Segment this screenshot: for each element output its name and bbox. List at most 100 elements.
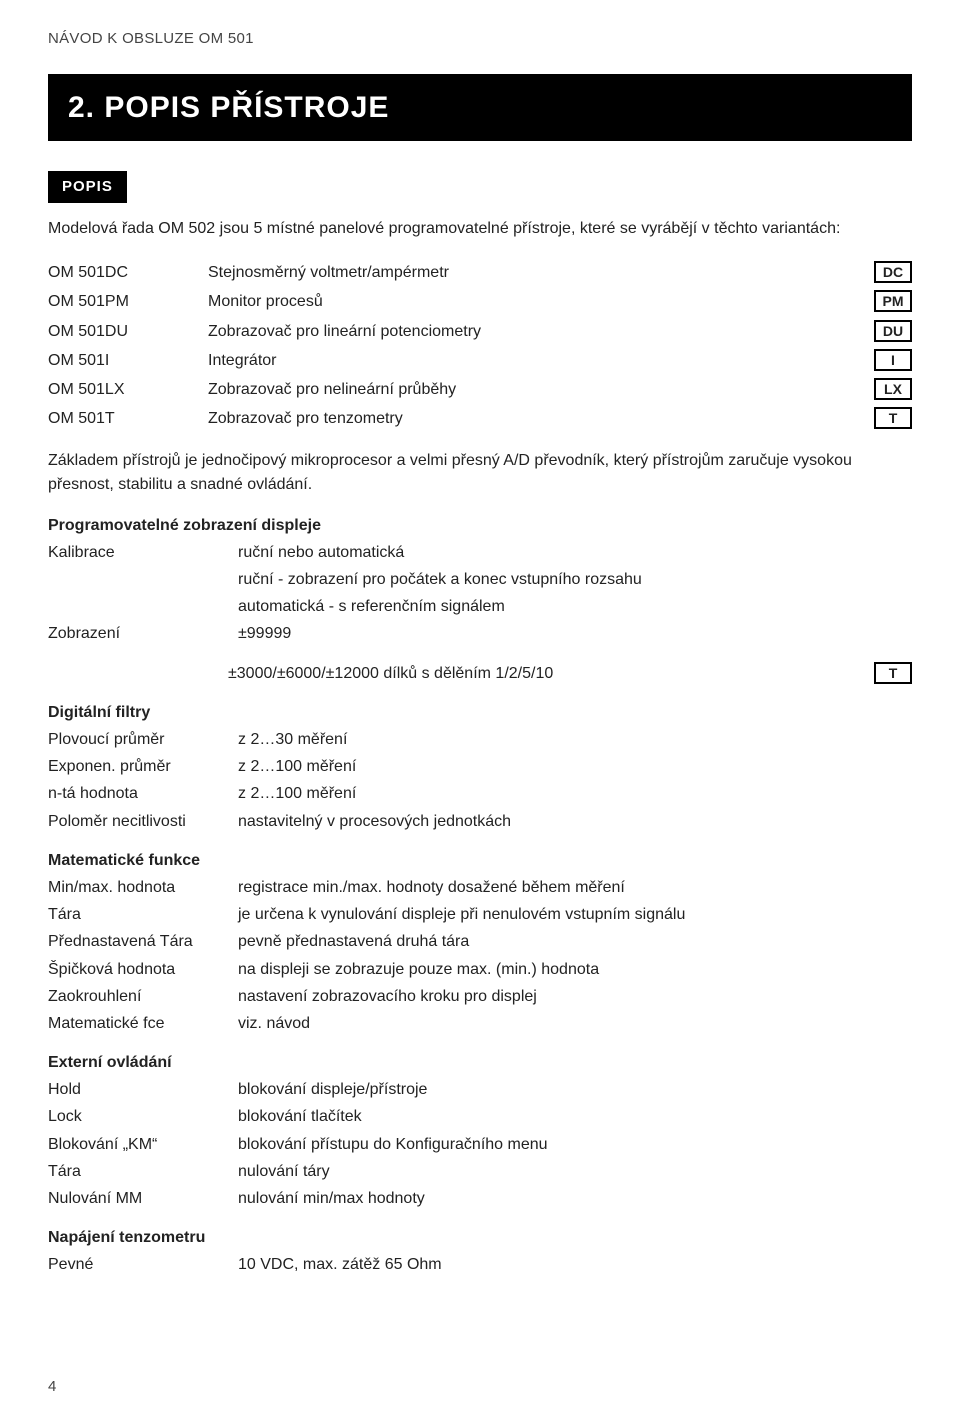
kv-key: Kalibrace [48,539,238,566]
kv-key: n-tá hodnota [48,780,238,807]
table-row: Blokování „KM“blokování přístupu do Konf… [48,1131,548,1158]
kv-key: Lock [48,1103,238,1130]
table-row: Matematické fceviz. návod [48,1010,685,1037]
page-number: 4 [48,1376,56,1398]
table-row: Nulování MMnulování min/max hodnoty [48,1185,548,1212]
table-row: n-tá hodnotaz 2…100 měření [48,780,511,807]
kv-key [48,566,238,593]
prog-display-extra-row: ±3000/±6000/±12000 dílků s dělěním 1/2/5… [48,662,912,685]
page-header: NÁVOD K OBSLUZE OM 501 [48,28,912,50]
math-functions-table: Min/max. hodnotaregistrace min./max. hod… [48,874,685,1037]
kv-key: Poloměr necitlivosti [48,808,238,835]
variant-table: OM 501DCStejnosměrný voltmetr/ampérmetr D… [48,258,912,433]
kv-key: Min/max. hodnota [48,874,238,901]
math-functions-title: Matematické funkce [48,849,912,872]
kv-key: Nulování MM [48,1185,238,1212]
table-row: Táraje určena k vynulování displeje při … [48,901,685,928]
section-label: POPIS [48,171,127,203]
prog-display-extra-text: ±3000/±6000/±12000 dílků s dělěním 1/2/5… [48,662,553,685]
digital-filters-table: Plovoucí průměrz 2…30 měřeníExponen. prů… [48,726,511,835]
kv-value: nulování táry [238,1158,548,1185]
table-row: Zobrazení±99999 [48,620,642,647]
table-row: OM 501PMMonitor procesů PM [48,287,912,316]
variant-badge-cell: DU [852,317,912,346]
kv-key [48,593,238,620]
variant-desc: Monitor procesů [208,287,852,316]
variant-desc: Stejnosměrný voltmetr/ampérmetr [208,258,852,287]
intro-text: Modelová řada OM 502 jsou 5 místné panel… [48,217,912,240]
kv-value: ±99999 [238,620,642,647]
variant-badge: DC [874,261,912,283]
variant-code: OM 501DU [48,317,208,346]
kv-key: Špičková hodnota [48,956,238,983]
kv-value: viz. návod [238,1010,685,1037]
base-text: Základem přístrojů je jednočipový mikrop… [48,449,912,495]
table-row: Plovoucí průměrz 2…30 měření [48,726,511,753]
kv-value: z 2…100 měření [238,780,511,807]
variant-code: OM 501I [48,346,208,375]
table-row: ruční - zobrazení pro počátek a konec vs… [48,566,642,593]
table-row: Poloměr necitlivostinastavitelný v proce… [48,808,511,835]
kv-value: blokování přístupu do Konfiguračního men… [238,1131,548,1158]
variant-code: OM 501LX [48,375,208,404]
kv-value: ruční nebo automatická [238,539,642,566]
external-control-table: Holdblokování displeje/přístrojeLockblok… [48,1076,548,1212]
kv-key: Zaokrouhlení [48,983,238,1010]
kv-value: z 2…30 měření [238,726,511,753]
variant-badge: DU [874,320,912,342]
table-row: Exponen. průměrz 2…100 měření [48,753,511,780]
kv-key: Matematické fce [48,1010,238,1037]
kv-key: Tára [48,1158,238,1185]
kv-value: nastavení zobrazovacího kroku pro disple… [238,983,685,1010]
variant-badge: PM [874,290,912,312]
variant-badge: LX [874,378,912,400]
variant-desc: Zobrazovač pro lineární potenciometry [208,317,852,346]
variant-badge-cell: LX [852,375,912,404]
badge-t: T [874,662,912,684]
kv-key: Hold [48,1076,238,1103]
table-row: Kalibraceruční nebo automatická [48,539,642,566]
kv-value: pevně přednastavená druhá tára [238,928,685,955]
table-row: OM 501DUZobrazovač pro lineární potencio… [48,317,912,346]
variant-badge: I [874,349,912,371]
table-row: Zaokrouhlenínastavení zobrazovacího krok… [48,983,685,1010]
table-row: Lockblokování tlačítek [48,1103,548,1130]
variant-desc: Zobrazovač pro nelineární průběhy [208,375,852,404]
kv-key: Pevné [48,1251,238,1278]
variant-badge: T [874,407,912,429]
kv-value: nastavitelný v procesových jednotkách [238,808,511,835]
variant-badge-cell: PM [852,287,912,316]
kv-value: nulování min/max hodnoty [238,1185,548,1212]
table-row: OM 501IIntegrátor I [48,346,912,375]
variant-badge-cell: T [852,404,912,433]
kv-value: 10 VDC, max. zátěž 65 Ohm [238,1251,442,1278]
table-row: OM 501LXZobrazovač pro nelineární průběh… [48,375,912,404]
table-row: OM 501DCStejnosměrný voltmetr/ampérmetr D… [48,258,912,287]
variant-code: OM 501DC [48,258,208,287]
kv-value: blokování displeje/přístroje [238,1076,548,1103]
kv-value: registrace min./max. hodnoty dosažené bě… [238,874,685,901]
kv-key: Přednastavená Tára [48,928,238,955]
kv-key: Exponen. průměr [48,753,238,780]
prog-display-title: Programovatelné zobrazení displeje [48,514,912,537]
variant-code: OM 501PM [48,287,208,316]
kv-value: na displeji se zobrazuje pouze max. (min… [238,956,685,983]
kv-value: je určena k vynulování displeje při nenu… [238,901,685,928]
power-table: Pevné10 VDC, max. zátěž 65 Ohm [48,1251,442,1278]
table-row: Min/max. hodnotaregistrace min./max. hod… [48,874,685,901]
kv-key: Blokování „KM“ [48,1131,238,1158]
variant-code: OM 501T [48,404,208,433]
prog-display-table: Kalibraceruční nebo automatickáruční - z… [48,539,642,648]
table-row: OM 501TZobrazovač pro tenzometry T [48,404,912,433]
kv-key: Plovoucí průměr [48,726,238,753]
kv-value: ruční - zobrazení pro počátek a konec vs… [238,566,642,593]
table-row: Pevné10 VDC, max. zátěž 65 Ohm [48,1251,442,1278]
variant-desc: Integrátor [208,346,852,375]
table-row: Táranulování táry [48,1158,548,1185]
external-control-title: Externí ovládání [48,1051,912,1074]
kv-value: blokování tlačítek [238,1103,548,1130]
digital-filters-title: Digitální filtry [48,701,912,724]
table-row: Špičková hodnotana displeji se zobrazuje… [48,956,685,983]
table-row: automatická - s referenčním signálem [48,593,642,620]
variant-desc: Zobrazovač pro tenzometry [208,404,852,433]
